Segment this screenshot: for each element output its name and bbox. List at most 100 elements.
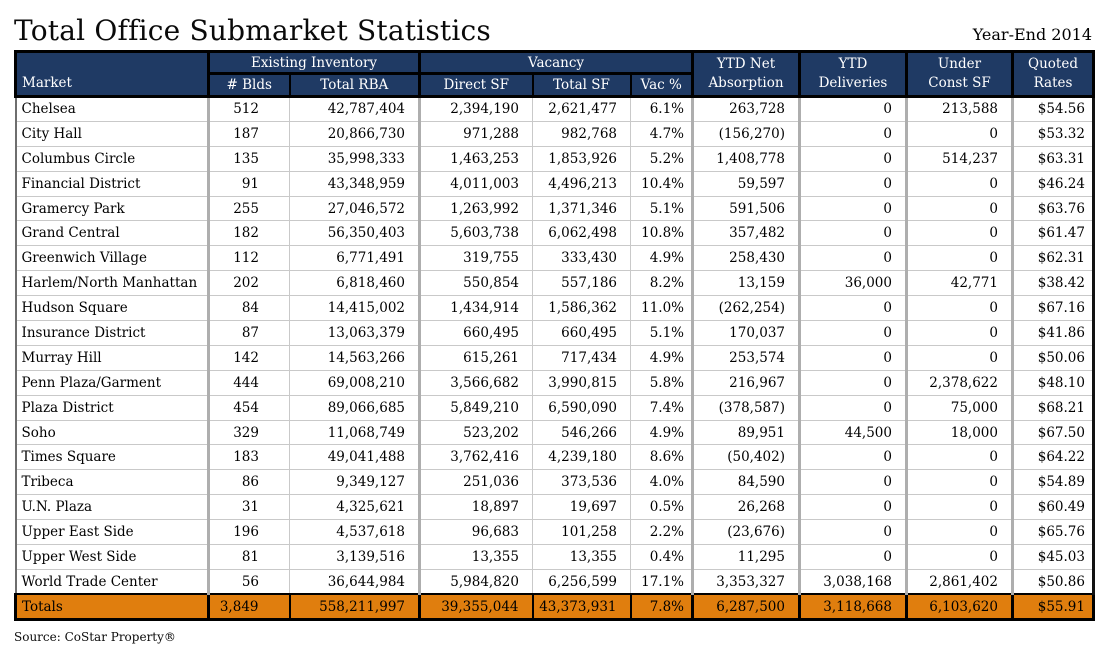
table-row: Financial District 91 43,348,959 4,011,003 4… — [14, 171, 1095, 197]
cell-market: World Trade Center — [14, 569, 210, 595]
cell-direct-sf: 39,355,044 — [419, 593, 534, 621]
table-row: City Hall 187 20,866,730 971,288 982,768 4.7%… — [14, 121, 1095, 147]
cell-quoted-rate: $48.10 — [1012, 370, 1095, 396]
cell-under-const: 0 — [906, 196, 1014, 222]
cell-total-sf: 557,186 — [532, 270, 631, 297]
cell-vac-pct: 8.2% — [630, 270, 694, 297]
cell-vac-pct: 7.4% — [630, 395, 694, 421]
cell-net-absorption: (50,402) — [692, 444, 801, 471]
header-line: Const SF — [928, 75, 991, 91]
cell-blds: 112 — [208, 245, 290, 272]
cell-total-rba: 9,349,127 — [289, 469, 421, 496]
cell-deliveries: 3,038,168 — [799, 569, 908, 595]
cell-direct-sf: 971,288 — [419, 121, 533, 147]
table-row: Grand Central 182 56,350,403 5,603,738 6,062… — [14, 220, 1095, 247]
cell-vac-pct: 5.2% — [630, 146, 694, 172]
cell-vac-pct: 5.1% — [630, 196, 694, 222]
table-row: Soho 329 11,068,749 523,202 546,266 4.9% 89,95… — [14, 420, 1095, 446]
cell-deliveries: 0 — [799, 519, 908, 546]
cell-total-rba: 14,415,002 — [289, 295, 421, 322]
cell-blds: 512 — [208, 96, 290, 122]
column-header-ytd-deliveries: YTD Deliveries — [798, 50, 908, 98]
header-line: Quoted — [1028, 56, 1078, 72]
cell-deliveries: 0 — [799, 171, 908, 197]
cell-total-rba: 49,041,488 — [289, 444, 421, 471]
cell-deliveries: 0 — [799, 121, 908, 147]
cell-total-rba: 14,563,266 — [289, 345, 421, 371]
cell-deliveries: 0 — [799, 544, 908, 570]
cell-total-sf: 6,256,599 — [532, 569, 631, 595]
cell-under-const: 0 — [906, 494, 1014, 521]
cell-blds: 187 — [208, 121, 290, 147]
cell-under-const: 0 — [906, 469, 1014, 496]
cell-blds: 91 — [208, 171, 290, 197]
table-row: Greenwich Village 112 6,771,491 319,755 333,… — [14, 245, 1095, 272]
cell-quoted-rate: $67.50 — [1012, 420, 1095, 446]
cell-net-absorption: 216,967 — [692, 370, 801, 396]
cell-direct-sf: 1,434,914 — [419, 295, 533, 322]
cell-net-absorption: 13,159 — [692, 270, 801, 297]
report-period: Year-End 2014 — [972, 25, 1092, 44]
cell-blds: 329 — [208, 420, 290, 446]
column-header-blds: # Blds — [207, 72, 291, 98]
cell-under-const: 0 — [906, 320, 1014, 346]
cell-under-const: 0 — [906, 121, 1014, 147]
cell-blds: 202 — [208, 270, 290, 297]
table-row: Penn Plaza/Garment 444 69,008,210 3,566,682… — [14, 370, 1095, 396]
cell-total-sf: 660,495 — [532, 320, 631, 346]
cell-total-rba: 89,066,685 — [289, 395, 421, 421]
cell-net-absorption: 591,506 — [692, 196, 801, 222]
cell-direct-sf: 5,603,738 — [419, 220, 533, 247]
cell-total-sf: 13,355 — [532, 544, 631, 570]
cell-net-absorption: 89,951 — [692, 420, 801, 446]
cell-under-const: 42,771 — [906, 270, 1014, 297]
title-bar: Total Office Submarket Statistics Year-E… — [14, 8, 1092, 48]
cell-quoted-rate: $46.24 — [1012, 171, 1095, 197]
cell-blds: 87 — [208, 320, 290, 346]
cell-net-absorption: 263,728 — [692, 96, 801, 122]
cell-market: Tribeca — [14, 469, 210, 496]
cell-market: Grand Central — [14, 220, 210, 247]
cell-quoted-rate: $63.76 — [1012, 196, 1095, 222]
cell-vac-pct: 5.1% — [630, 320, 694, 346]
table-row: Plaza District 454 89,066,685 5,849,210 6,59… — [14, 395, 1095, 421]
cell-under-const: 0 — [906, 245, 1014, 272]
cell-total-sf: 982,768 — [532, 121, 631, 147]
cell-vac-pct: 4.9% — [630, 420, 694, 446]
cell-total-rba: 4,537,618 — [289, 519, 421, 546]
cell-total-rba: 6,818,460 — [289, 270, 421, 297]
cell-total-sf: 1,853,926 — [532, 146, 631, 172]
source-note: Source: CoStar Property® — [14, 629, 176, 644]
cell-market: Insurance District — [14, 320, 210, 346]
column-header-market: Market — [14, 50, 210, 98]
cell-deliveries: 0 — [799, 494, 908, 521]
cell-vac-pct: 4.9% — [630, 245, 694, 272]
cell-total-rba: 13,063,379 — [289, 320, 421, 346]
group-header-existing-inventory: Existing Inventory — [207, 50, 421, 75]
cell-net-absorption: 84,590 — [692, 469, 801, 496]
cell-vac-pct: 4.9% — [630, 345, 694, 371]
table-row: Upper East Side 196 4,537,618 96,683 101,258… — [14, 519, 1095, 546]
cell-total-sf: 101,258 — [532, 519, 631, 546]
cell-net-absorption: (262,254) — [692, 295, 801, 322]
cell-deliveries: 44,500 — [799, 420, 908, 446]
cell-direct-sf: 18,897 — [419, 494, 533, 521]
cell-blds: 81 — [208, 544, 290, 570]
cell-total-sf: 333,430 — [532, 245, 631, 272]
cell-net-absorption: (156,270) — [692, 121, 801, 147]
cell-direct-sf: 615,261 — [419, 345, 533, 371]
cell-market: Financial District — [14, 171, 210, 197]
cell-deliveries: 3,118,668 — [799, 593, 908, 621]
cell-market: Times Square — [14, 444, 210, 471]
table-row: World Trade Center 56 36,644,984 5,984,820 6… — [14, 569, 1095, 595]
cell-blds: 84 — [208, 295, 290, 322]
table-row: Chelsea 512 42,787,404 2,394,190 2,621,477 6.… — [14, 96, 1095, 122]
cell-under-const: 0 — [906, 345, 1014, 371]
cell-market: City Hall — [14, 121, 210, 147]
cell-total-rba: 3,139,516 — [289, 544, 421, 570]
cell-net-absorption: 357,482 — [692, 220, 801, 247]
cell-total-sf: 6,062,498 — [532, 220, 631, 247]
cell-vac-pct: 7.8% — [630, 593, 694, 621]
cell-quoted-rate: $64.22 — [1012, 444, 1095, 471]
